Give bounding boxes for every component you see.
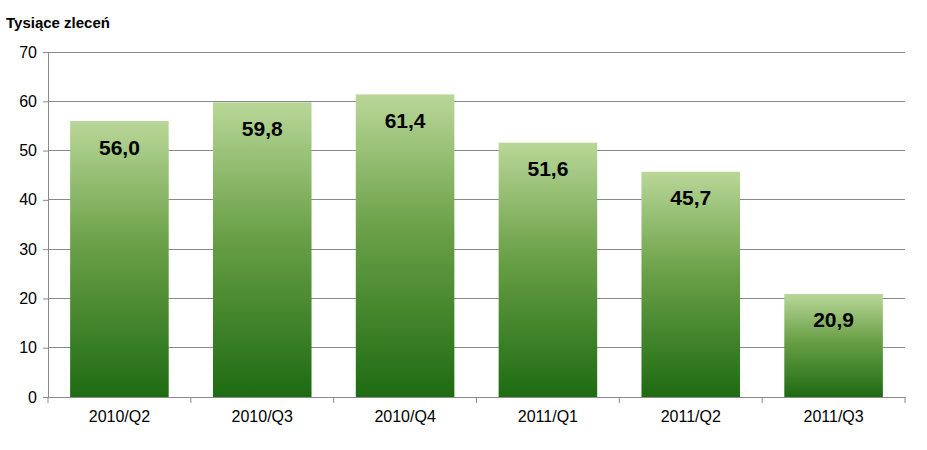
x-tick-label: 2011/Q1 [518, 408, 578, 425]
plot: 0 10 20 30 40 50 60 70 2010/Q2 2010/Q3 2010/Q4 2011… [19, 44, 905, 426]
y-tick-label: 10 [19, 339, 37, 356]
data-label: 56,0 [99, 136, 140, 159]
data-label: 45,7 [670, 186, 711, 209]
y-tick-label: 50 [19, 142, 37, 159]
y-tick: 40 [19, 191, 48, 208]
y-tick-mark [43, 52, 48, 53]
category-separator [333, 397, 334, 403]
grid-line [48, 199, 905, 200]
grid-line [48, 52, 905, 53]
x-tick-label: 2011/Q3 [803, 408, 863, 425]
y-tick-label: 20 [19, 290, 37, 307]
x-tick: 2010/Q4 [374, 397, 435, 425]
bar [641, 172, 740, 397]
grid-line [48, 150, 905, 151]
data-label: 51,6 [527, 157, 568, 180]
y-tick-mark [43, 101, 48, 102]
category-separator [48, 397, 49, 403]
data-labels: 56,0 59,8 61,4 51,6 45,7 20,9 [99, 109, 854, 332]
y-axis-title: Tysiące zleceń [6, 14, 110, 31]
category-separator [905, 397, 906, 403]
x-tick-label: 2010/Q2 [89, 408, 150, 425]
y-tick: 10 [19, 339, 48, 356]
data-label: 20,9 [813, 308, 854, 331]
y-tick: 60 [19, 93, 48, 110]
y-tick-mark [43, 298, 48, 299]
bar [499, 143, 598, 397]
x-tick: 2011/Q1 [518, 397, 578, 425]
category-separator [476, 397, 477, 403]
y-axis-line [43, 53, 49, 398]
y-axis: 0 10 20 30 40 50 60 70 [19, 44, 48, 406]
grid-line [48, 347, 905, 348]
y-tick-label: 60 [19, 93, 37, 110]
category-separator [762, 397, 763, 403]
y-tick: 0 [28, 389, 48, 406]
grid-line [48, 101, 905, 102]
y-tick-label: 0 [28, 389, 37, 406]
bars [70, 94, 883, 397]
x-tick: 2010/Q2 [89, 397, 150, 425]
y-tick: 70 [19, 44, 48, 61]
grid [48, 52, 905, 397]
chart: 0 10 20 30 40 50 60 70 2010/Q2 2010/Q3 2010/Q4 2011… [0, 0, 927, 450]
y-tick-label: 40 [19, 191, 37, 208]
data-label: 61,4 [385, 109, 426, 132]
category-separator [190, 397, 191, 403]
category-separator [619, 397, 620, 403]
y-tick-label: 30 [19, 241, 37, 258]
y-tick: 20 [19, 290, 48, 307]
y-tick-mark [43, 151, 48, 152]
y-tick-mark [43, 200, 48, 201]
y-tick: 30 [19, 241, 48, 258]
bar [784, 294, 883, 397]
y-tick-mark [43, 348, 48, 349]
y-tick: 50 [19, 142, 48, 159]
x-tick-label: 2010/Q3 [232, 408, 293, 425]
x-axis: 2010/Q2 2010/Q3 2010/Q4 2011/Q1 2011/Q2 2011/… [48, 397, 906, 425]
y-tick-mark [43, 249, 48, 250]
y-tick-label: 70 [19, 44, 37, 61]
grid-line [48, 249, 905, 250]
data-label: 59,8 [242, 117, 283, 140]
bar [356, 94, 455, 397]
grid-line [48, 298, 905, 299]
x-tick: 2011/Q2 [661, 397, 721, 425]
x-tick-label: 2011/Q2 [661, 408, 721, 425]
bar [213, 102, 312, 397]
x-tick: 2011/Q3 [803, 397, 863, 425]
y-tick-mark [43, 397, 48, 398]
bar [70, 121, 169, 397]
x-tick-label: 2010/Q4 [374, 408, 435, 425]
x-tick: 2010/Q3 [232, 397, 293, 425]
